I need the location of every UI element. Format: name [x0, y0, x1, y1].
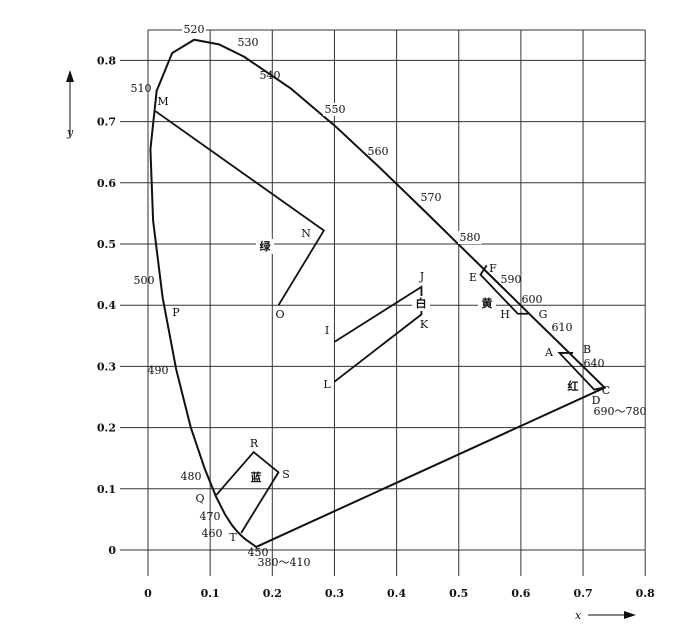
color-region-outline: [557, 352, 606, 391]
vertex-label: S: [282, 468, 290, 481]
color-region-label: 红: [568, 379, 579, 393]
x-tick-label: 0.8: [636, 587, 655, 600]
color-region-outline: [154, 110, 326, 306]
vertex-label: B: [583, 343, 591, 356]
vertex-label: A: [544, 346, 554, 359]
y-tick-label: 0.4: [97, 299, 116, 312]
y-tick-label: 0: [108, 544, 116, 557]
y-tick-label: 0.8: [97, 54, 116, 67]
label-background: [323, 103, 347, 116]
wavelength-label: 690～780: [594, 405, 647, 418]
color-region-label: 黄: [482, 296, 493, 310]
vertex-label: M: [157, 95, 168, 108]
vertex-label: J: [419, 270, 424, 283]
x-tick-label: 0.1: [201, 587, 220, 600]
label-background: [564, 379, 582, 394]
y-tick-label: 0.1: [97, 483, 116, 496]
vertex-label: O: [275, 308, 284, 321]
vertex-label: H: [500, 308, 510, 321]
wavelength-label: 490: [148, 364, 169, 377]
label-background: [478, 296, 496, 311]
vertex-label: D: [592, 394, 601, 407]
color-region-outline: [479, 264, 529, 315]
wavelength-label: 500: [134, 274, 155, 287]
wavelength-label: 520: [184, 23, 205, 36]
wavelength-label: 470: [200, 510, 221, 523]
y-tick-label: 0.6: [97, 177, 116, 190]
y-arrow-head-icon: [66, 70, 74, 82]
wavelength-label: 590: [501, 273, 522, 286]
wavelength-label: 640: [584, 357, 605, 370]
y-tick-label: 0.3: [97, 360, 116, 373]
wavelength-label: 610: [552, 321, 573, 334]
wavelength-label: 580: [460, 231, 481, 244]
vertex-label: L: [323, 378, 331, 391]
y-tick-label: 0.7: [97, 116, 116, 129]
vertex-label: K: [420, 318, 429, 331]
vertex-label: F: [489, 262, 497, 275]
vertex-label: I: [325, 324, 329, 337]
wavelength-label: 460: [202, 527, 223, 540]
x-tick-label: 0.3: [325, 587, 344, 600]
vertex-label: R: [250, 437, 259, 450]
wavelength-label: 570: [421, 191, 442, 204]
color-region-label: 蓝: [251, 470, 262, 484]
wavelength-label: 380～410: [258, 556, 311, 569]
x-tick-label: 0.7: [573, 587, 592, 600]
color-region-outline: [215, 450, 280, 534]
x-tick-label: 0.4: [387, 587, 406, 600]
label-background: [182, 23, 206, 36]
y-tick-label: 0.2: [97, 422, 116, 435]
x-arrow-head-icon: [624, 611, 636, 619]
vertex-label: T: [229, 531, 237, 544]
wavelength-label: 450: [248, 546, 269, 559]
y-axis-label: y: [66, 126, 74, 139]
label-background: [256, 239, 274, 254]
spectral-locus: [149, 38, 607, 549]
color-region-label: 白: [416, 296, 427, 310]
wavelength-label: 540: [260, 69, 281, 82]
vertex-label: N: [301, 227, 311, 240]
x-tick-label: 0.2: [263, 587, 282, 600]
x-tick-label: 0.6: [511, 587, 530, 600]
vertex-label: C: [602, 384, 610, 397]
vertex-label: G: [539, 308, 548, 321]
vertex-label: Q: [195, 492, 204, 505]
color-region-outline: [333, 285, 423, 383]
wavelength-label: 600: [522, 293, 543, 306]
y-tick-label: 0.5: [97, 238, 116, 251]
point-label: P: [172, 306, 180, 319]
wavelength-label: 550: [325, 103, 346, 116]
label-background: [412, 296, 430, 311]
label-background: [247, 470, 265, 485]
color-region-label: 绿: [260, 239, 272, 253]
wavelength-label: 480: [181, 470, 202, 483]
x-axis-label: x: [575, 609, 582, 622]
x-tick-label: 0: [144, 587, 152, 600]
wavelength-label: 510: [131, 82, 152, 95]
wavelength-label: 560: [368, 145, 389, 158]
x-tick-label: 0.5: [449, 587, 468, 600]
label-background: [458, 231, 482, 244]
wavelength-label: 530: [238, 36, 259, 49]
vertex-label: E: [469, 271, 477, 284]
